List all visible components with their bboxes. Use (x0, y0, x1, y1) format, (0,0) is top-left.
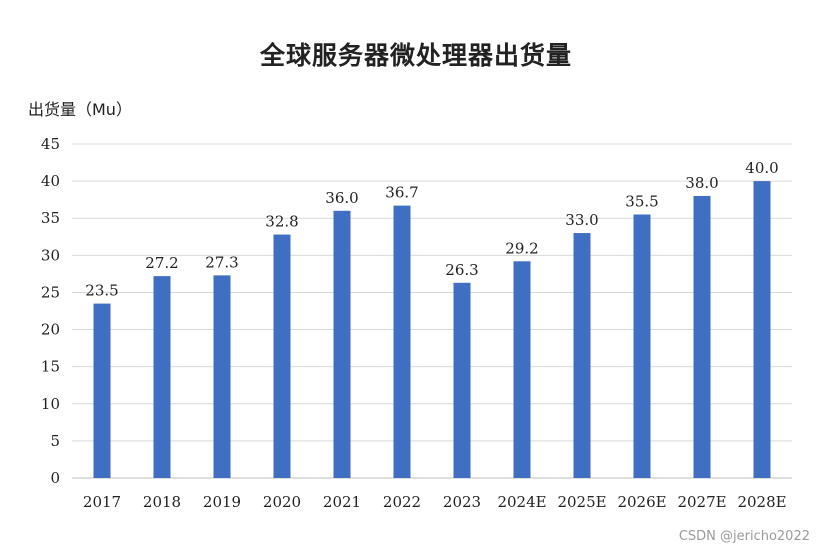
y-tick-label: 40 (41, 172, 60, 190)
x-tick-label: 2022 (383, 493, 421, 511)
y-tick-label: 35 (41, 209, 60, 227)
y-tick-label: 10 (41, 395, 60, 413)
bar-value-label: 29.2 (505, 239, 538, 257)
bar-value-label: 23.5 (85, 282, 118, 300)
x-tick-label: 2019 (203, 493, 241, 511)
bar (573, 233, 591, 478)
x-tick-label: 2021 (323, 493, 361, 511)
bar (393, 205, 411, 479)
bar-value-label: 33.0 (565, 211, 598, 229)
bar-value-label: 32.8 (265, 213, 298, 231)
y-tick-label: 15 (41, 358, 60, 376)
chart-title: 全球服务器微处理器出货量 (259, 41, 572, 70)
y-tick-label: 20 (41, 321, 60, 339)
x-tick-label: 2025E (557, 493, 606, 511)
x-tick-label: 2027E (677, 493, 726, 511)
x-tick-label: 2020 (263, 493, 301, 511)
bar (273, 234, 291, 478)
x-tick-label: 2028E (737, 493, 786, 511)
x-tick-label: 2018 (143, 493, 181, 511)
bar (633, 214, 651, 478)
bar-value-label: 36.7 (385, 184, 418, 202)
bar (513, 261, 531, 478)
bar (693, 195, 711, 478)
x-tick-label: 2024E (497, 493, 546, 511)
y-tick-label: 25 (41, 283, 60, 301)
y-tick-label: 5 (50, 432, 60, 450)
x-tick-label: 2026E (617, 493, 666, 511)
bar-value-label: 26.3 (445, 261, 478, 279)
bar (333, 210, 351, 479)
bar-value-label: 27.3 (205, 253, 238, 271)
bar (93, 303, 111, 478)
bar (453, 282, 471, 478)
bar (213, 275, 231, 478)
bar (153, 276, 171, 478)
watermark-text: CSDN @jericho2022 (678, 529, 810, 544)
bar (753, 181, 771, 478)
x-tick-label: 2023 (443, 493, 481, 511)
y-axis-unit-label: 出货量（Mu） (28, 100, 132, 119)
x-tick-label: 2017 (83, 493, 121, 511)
bar-value-label: 38.0 (685, 174, 718, 192)
y-tick-label: 0 (50, 469, 60, 487)
bar-value-label: 36.0 (325, 189, 358, 207)
bar-value-label: 27.2 (145, 254, 178, 272)
y-tick-label: 30 (41, 246, 60, 264)
bar-value-label: 35.5 (625, 193, 658, 211)
bar-value-label: 40.0 (745, 159, 778, 177)
y-tick-label: 45 (41, 135, 60, 153)
